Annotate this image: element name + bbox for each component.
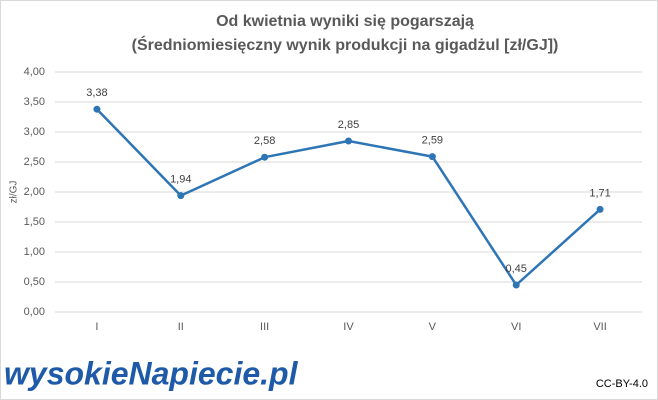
y-tick-label: 0,50 (24, 276, 45, 288)
y-tick-label: 3,00 (24, 126, 45, 138)
chart-subtitle: (Średniomiesięczny wynik produkcji na gi… (132, 35, 559, 54)
data-point (345, 137, 352, 145)
logo: wysokieNapiecie.pl (4, 355, 299, 391)
y-tick-label: 4,00 (24, 66, 45, 78)
y-tick-label: 3,50 (24, 96, 45, 108)
data-label: 2,59 (422, 135, 443, 147)
y-tick-label: 0,00 (24, 306, 45, 318)
y-axis-label: zł/GJ (9, 181, 20, 204)
data-label: 3,38 (86, 87, 107, 99)
data-label: 2,58 (254, 135, 275, 147)
data-point (428, 153, 436, 161)
data-label: 0,45 (506, 263, 527, 275)
data-point (261, 153, 269, 161)
x-tick-label: VII (593, 321, 606, 333)
y-tick-label: 1,00 (24, 246, 45, 258)
x-tick-label: IV (343, 321, 354, 333)
data-point (177, 192, 185, 200)
data-point (596, 205, 604, 213)
x-tick-label: VI (511, 321, 521, 333)
data-point (512, 281, 520, 289)
y-tick-label: 1,50 (24, 216, 45, 228)
data-label: 1,94 (170, 174, 191, 186)
chart-title: Od kwietnia wyniki się pogarszają (216, 13, 474, 30)
y-tick-label: 2,50 (24, 156, 45, 168)
x-tick-label: V (429, 321, 437, 333)
license: CC-BY-4.0 (596, 378, 648, 390)
x-tick-label: I (95, 321, 98, 333)
data-label: 1,71 (589, 187, 610, 199)
y-tick-label: 2,00 (24, 186, 45, 198)
x-tick-label: III (260, 321, 269, 333)
data-label: 2,85 (338, 119, 359, 131)
x-tick-label: II (178, 321, 184, 333)
data-point (93, 105, 101, 113)
